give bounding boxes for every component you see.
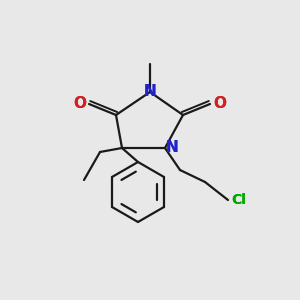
Text: N: N — [144, 85, 156, 100]
Text: O: O — [73, 95, 86, 110]
Text: N: N — [144, 85, 156, 100]
Text: O: O — [213, 95, 226, 110]
Text: N: N — [166, 140, 179, 155]
Text: O: O — [73, 95, 86, 110]
Text: N: N — [166, 140, 179, 155]
Text: Cl: Cl — [231, 193, 246, 207]
Text: Cl: Cl — [231, 193, 246, 207]
Circle shape — [76, 97, 90, 111]
Text: O: O — [213, 95, 226, 110]
Circle shape — [229, 191, 247, 209]
Circle shape — [209, 97, 223, 111]
Circle shape — [163, 141, 177, 155]
Circle shape — [143, 85, 157, 99]
